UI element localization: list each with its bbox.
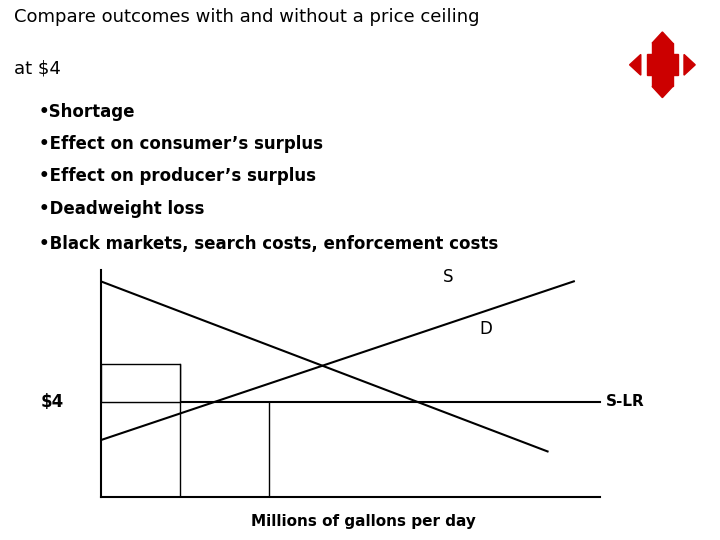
Text: •Effect on consumer’s surplus: •Effect on consumer’s surplus <box>39 135 323 153</box>
Polygon shape <box>629 55 641 75</box>
Text: $4: $4 <box>41 393 64 410</box>
Text: •Deadweight loss: •Deadweight loss <box>39 200 204 218</box>
Bar <box>101 364 180 402</box>
Bar <box>647 55 678 75</box>
Text: •Shortage: •Shortage <box>39 103 135 120</box>
Text: S-LR: S-LR <box>606 394 644 409</box>
Text: at $4: at $4 <box>14 59 61 77</box>
Text: D: D <box>480 320 492 338</box>
Text: Millions of gallons per day: Millions of gallons per day <box>251 514 476 529</box>
Text: •Black markets, search costs, enforcement costs: •Black markets, search costs, enforcemen… <box>39 235 498 253</box>
Polygon shape <box>652 32 672 43</box>
Text: S: S <box>442 268 453 286</box>
Polygon shape <box>652 86 672 98</box>
Bar <box>652 43 672 86</box>
Polygon shape <box>684 55 696 75</box>
Text: •Effect on producer’s surplus: •Effect on producer’s surplus <box>39 167 315 185</box>
Text: Compare outcomes with and without a price ceiling: Compare outcomes with and without a pric… <box>14 8 480 26</box>
